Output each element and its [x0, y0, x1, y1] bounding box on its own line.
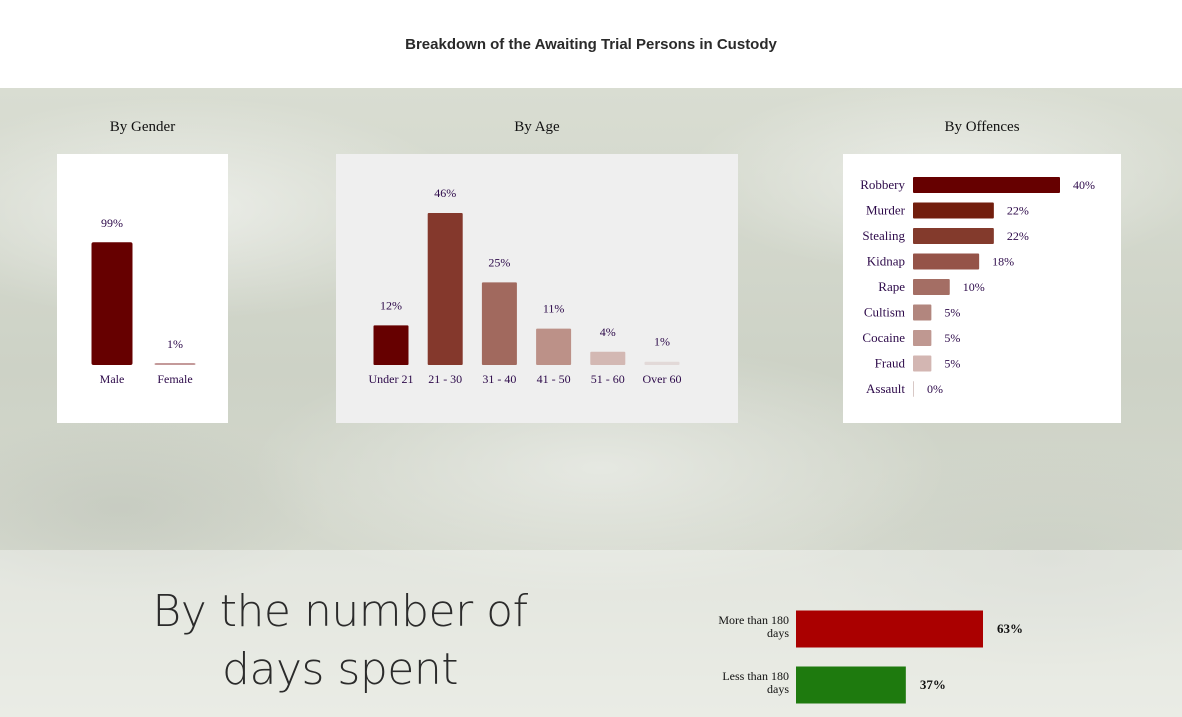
offences-section-title: By Offences: [944, 119, 1020, 135]
age-value-label-31-40: 25%: [488, 255, 510, 269]
offence-value-label-assault: 0%: [927, 382, 943, 396]
age-category-label-41-50: 41 - 50: [537, 372, 571, 386]
age-category-label-51-60: 51 - 60: [591, 372, 625, 386]
offence-category-label-cocaine: Cocaine: [862, 330, 905, 345]
gender-chart-background: [57, 154, 228, 423]
gender-chart: 99% Male 1% Female: [57, 154, 228, 423]
age-value-label-21-30: 46%: [434, 186, 456, 200]
offence-category-label-fraud: Fraud: [875, 356, 906, 371]
days-title-line-2: days spent: [222, 644, 458, 695]
offence-bar-rape: [913, 279, 950, 295]
age-bar-51-60: [590, 351, 626, 365]
offence-value-label-murder: 22%: [1007, 204, 1029, 218]
age-value-label-under-21: 12%: [380, 298, 402, 312]
offence-category-label-stealing: Stealing: [862, 228, 905, 243]
offence-value-label-cultism: 5%: [944, 306, 960, 320]
gender-category-label-male: Male: [100, 372, 125, 386]
age-bar-31-40: [481, 282, 517, 365]
offence-category-label-cultism: Cultism: [864, 305, 905, 320]
offence-bar-cocaine: [913, 330, 932, 346]
days-title-line-1: By the number of: [152, 586, 528, 637]
offence-value-label-fraud: 5%: [944, 357, 960, 371]
age-value-label-51-60: 4%: [600, 325, 616, 339]
age-chart-background: [336, 154, 738, 423]
offence-category-label-assault: Assault: [866, 381, 905, 396]
age-chart: 12% Under 21 46% 21 - 30 25% 31 - 40 11% 41 - 5…: [336, 154, 738, 423]
days-section-title: By the number of days spent: [120, 583, 560, 699]
age-bar-over-60: [644, 361, 680, 365]
offence-bar-assault: [913, 381, 914, 397]
age-category-label-over-60: Over 60: [643, 372, 682, 386]
offence-bar-stealing: [913, 228, 994, 244]
offence-value-label-cocaine: 5%: [944, 331, 960, 345]
days-chart: More than 180 days 63% Less than 180 days 37%: [680, 600, 1080, 712]
age-value-label-41-50: 11%: [543, 302, 565, 316]
days-bar-less-than-180-days: [796, 666, 906, 704]
offence-bar-murder: [913, 202, 994, 219]
age-category-label-21-30: 21 - 30: [428, 372, 462, 386]
offence-category-label-rape: Rape: [878, 279, 905, 294]
offence-bar-kidnap: [913, 253, 980, 270]
days-bar-more-than-180-days: [796, 610, 983, 648]
days-category-label-less-than-180-days-line-1: Less than 180: [722, 669, 789, 683]
offence-category-label-murder: Murder: [866, 203, 906, 218]
age-chart-svg: 12% Under 21 46% 21 - 30 25% 31 - 40 11% 41 - 5…: [336, 154, 738, 423]
offence-value-label-stealing: 22%: [1007, 229, 1029, 243]
age-value-label-over-60: 1%: [654, 335, 670, 349]
offence-bar-cultism: [913, 304, 932, 321]
offence-category-label-kidnap: Kidnap: [867, 254, 905, 269]
offence-bar-fraud: [913, 355, 932, 372]
gender-chart-svg: 99% Male 1% Female: [57, 154, 228, 423]
offences-chart-background: [843, 154, 1121, 423]
age-category-label-31-40: 31 - 40: [482, 372, 516, 386]
age-bar-41-50: [536, 328, 572, 365]
offence-bar-robbery: [913, 177, 1060, 193]
age-section-title: By Age: [514, 119, 560, 135]
offences-chart-svg: Robbery 40% Murder 22% Stealing 22% Kidnap 18% R…: [843, 154, 1121, 423]
age-bar-under-21: [373, 325, 409, 365]
age-category-label-under-21: Under 21: [369, 372, 414, 386]
days-value-label-less-than-180-days: 37%: [920, 677, 946, 692]
page-title: Breakdown of the Awaiting Trial Persons …: [405, 35, 777, 53]
days-category-label-less-than-180-days-line-2: days: [767, 682, 789, 696]
offence-value-label-kidnap: 18%: [992, 255, 1014, 269]
offences-chart: Robbery 40% Murder 22% Stealing 22% Kidnap 18% R…: [843, 154, 1121, 423]
gender-bar-male: [91, 242, 133, 365]
gender-value-label-male: 99%: [101, 216, 123, 230]
gender-bar-female: [154, 363, 196, 365]
age-bar-21-30: [427, 213, 463, 365]
days-value-label-more-than-180-days: 63%: [997, 621, 1023, 636]
offence-value-label-robbery: 40%: [1073, 178, 1095, 192]
days-category-label-more-than-180-days-line-2: days: [767, 626, 789, 640]
gender-value-label-female: 1%: [167, 337, 183, 351]
days-band: [0, 550, 1182, 717]
gender-category-label-female: Female: [157, 372, 192, 386]
offence-category-label-robbery: Robbery: [860, 177, 905, 192]
days-category-label-more-than-180-days-line-1: More than 180: [718, 613, 789, 627]
gender-section-title: By Gender: [109, 119, 176, 135]
offence-value-label-rape: 10%: [963, 280, 985, 294]
